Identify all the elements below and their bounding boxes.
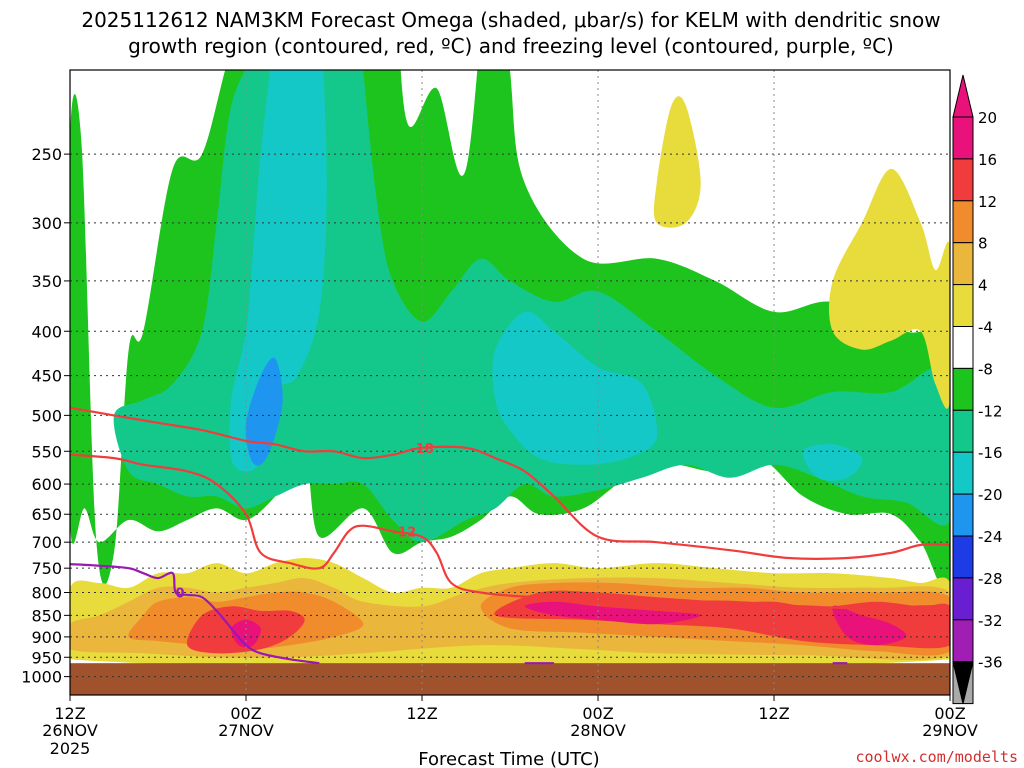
ground-fill [70, 663, 950, 695]
omega-shading [70, 70, 950, 669]
y-tick-label-15: 1000 [21, 668, 62, 687]
omega-region-3 [492, 311, 658, 465]
omega-region-4 [802, 444, 863, 481]
y-tick-label-10: 750 [31, 559, 62, 578]
colorbar-bin-9 [952, 493, 974, 537]
credit-text: coolwx.com/modelts [855, 748, 1018, 766]
colorbar-bin-4 [952, 284, 974, 328]
ground-layer [70, 663, 950, 695]
y-tick-label-14: 950 [31, 648, 62, 667]
chart-title-line-1: 2025112612 NAM3KM Forecast Omega (shaded… [81, 8, 940, 32]
colorbar-bin-10 [952, 535, 974, 579]
colorbar-label-5: -4 [978, 319, 993, 337]
colorbar-label-2: 12 [978, 193, 997, 211]
x-tick-time-4: 12Z [758, 704, 789, 723]
colorbar-bin-5 [952, 326, 974, 369]
temperature-contours: -18 -12 0 [70, 406, 950, 665]
x-tick-date-3: 28NOV [570, 721, 626, 740]
colorbar-bin-7 [952, 409, 974, 453]
y-tick-label-7: 600 [31, 475, 62, 494]
red-contour-line-1 [70, 453, 950, 610]
plot-area: -18 -12 0 [69, 69, 951, 696]
colorbar-label-4: 4 [978, 277, 988, 295]
x-tick-time-2: 12Z [406, 704, 437, 723]
x-tick-year-0: 2025 [50, 739, 91, 758]
y-tick-label-9: 700 [31, 533, 62, 552]
chart-title-line-2: growth region (contoured, red, ºC) and f… [128, 34, 894, 58]
omega-region-11 [494, 590, 950, 649]
colorbar-bin-6 [952, 367, 974, 411]
omega-region-14 [231, 619, 261, 648]
colorbar-label-8: -16 [978, 444, 1003, 462]
colorbar: 20 16 12 8 4 -4 -8 -12 -16 -20 -24 -28 -32 -36 [952, 74, 1003, 705]
colorbar-bin-8 [952, 451, 974, 495]
colorbar-label-9: -20 [978, 486, 1003, 504]
y-tick-label-13: 900 [31, 628, 62, 647]
colorbar-label-6: -8 [978, 360, 993, 378]
y-tick-label-2: 350 [31, 272, 62, 291]
colorbar-label-11: -28 [978, 570, 1003, 588]
x-tick-time-5: 00Z [934, 704, 965, 723]
purple-contour-label-0: 0 [175, 587, 184, 602]
omega-region-16 [653, 96, 701, 228]
colorbar-label-0: 20 [978, 109, 997, 127]
colorbar-bottom-arrow [952, 661, 974, 704]
x-tick-time-3: 00Z [582, 704, 613, 723]
colorbar-bin-3 [952, 242, 974, 286]
y-tick-label-12: 850 [31, 606, 62, 625]
omega-region-2 [229, 70, 327, 472]
y-tick-label-11: 800 [31, 584, 62, 603]
plot-frame [69, 69, 951, 696]
x-axis-label: Forecast Time (UTC) [418, 749, 599, 768]
red-contour-label-1: -12 [393, 525, 417, 540]
omega-region-5 [245, 357, 283, 466]
y-tick-label-8: 650 [31, 505, 62, 524]
x-tick-date-5: 29NOV [922, 721, 978, 740]
colorbar-label-1: 16 [978, 151, 997, 169]
colorbar-bin-12 [952, 619, 974, 663]
y-tick-label-5: 500 [31, 406, 62, 425]
omega-region-17 [829, 168, 950, 409]
red-contour-label-0: -18 [410, 442, 434, 457]
x-tick-time-1: 00Z [230, 704, 261, 723]
colorbar-bin-11 [952, 577, 974, 621]
colorbar-label-7: -12 [978, 402, 1003, 420]
y-tick-label-0: 250 [31, 145, 62, 164]
colorbar-label-10: -24 [978, 528, 1003, 546]
y-tick-label-3: 400 [31, 322, 62, 341]
purple-contour-line-0 [70, 563, 320, 665]
colorbar-label-3: 8 [978, 235, 988, 253]
omega-region-12 [524, 601, 701, 625]
colorbar-bin-0 [952, 116, 974, 160]
colorbar-bin-2 [952, 200, 974, 244]
y-tick-label-6: 550 [31, 442, 62, 461]
y-tick-label-4: 450 [31, 367, 62, 386]
x-tick-date-0: 26NOV [42, 721, 98, 740]
y-tick-label-1: 300 [31, 214, 62, 233]
colorbar-label-13: -36 [978, 654, 1003, 672]
x-tick-date-1: 27NOV [218, 721, 274, 740]
x-tick-time-0: 12Z [54, 704, 85, 723]
y-axis: 250 300 350 400 450 500 550 600 650 700 750 800 850 9… [21, 145, 70, 687]
colorbar-top-arrow [952, 74, 974, 118]
colorbar-bin-1 [952, 158, 974, 202]
colorbar-label-12: -32 [978, 612, 1003, 630]
red-contour-line-0 [70, 406, 950, 560]
